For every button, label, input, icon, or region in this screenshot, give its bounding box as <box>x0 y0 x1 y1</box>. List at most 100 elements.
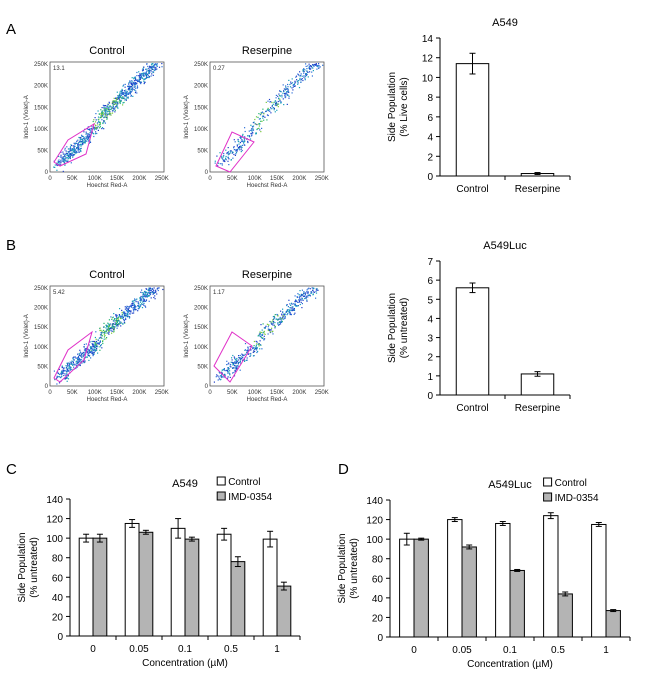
flow-dot <box>78 141 80 144</box>
flow-dot <box>66 154 68 156</box>
flow-dot <box>141 307 144 309</box>
flow-dot <box>141 72 143 75</box>
flow-dot <box>102 329 105 331</box>
flow-dot <box>282 311 284 313</box>
bar <box>557 593 573 638</box>
flow-dot <box>105 110 107 112</box>
flow-dot <box>241 141 243 143</box>
flow-dot <box>94 349 96 351</box>
flow-dot <box>290 82 292 85</box>
flow-dot <box>125 317 127 319</box>
flow-dot <box>106 118 108 120</box>
flow-dot <box>63 156 65 158</box>
bar <box>184 538 200 637</box>
flow-dot <box>258 118 260 120</box>
flow-dot <box>126 309 128 311</box>
flow-dot <box>77 359 79 361</box>
flow-dot <box>232 372 234 374</box>
flow-dot <box>136 79 138 81</box>
flow-dot <box>71 148 73 151</box>
flow-dot <box>283 313 285 315</box>
x-tick-label: 1 <box>274 644 280 655</box>
flow-dot <box>293 303 295 305</box>
bar <box>591 523 607 638</box>
flow-dot <box>122 314 124 316</box>
flow-dot <box>219 375 221 377</box>
flow-dot <box>73 154 75 156</box>
flow-dot <box>311 287 313 289</box>
flow-dot <box>106 108 108 110</box>
flow-dot <box>306 296 308 298</box>
flow-dot <box>259 348 261 350</box>
flow-dot <box>143 298 145 300</box>
flow-dot <box>97 343 99 345</box>
flow-dot <box>298 87 301 89</box>
flow-y-tick-label: 100K <box>34 345 48 351</box>
flow-dot <box>82 140 84 142</box>
flow-dot <box>94 344 96 346</box>
flow-dot <box>271 101 273 104</box>
flow-dot <box>244 360 246 362</box>
flow-dot <box>127 89 129 91</box>
flow-dot <box>123 93 125 95</box>
flow-x-tick-label: 250K <box>315 390 329 396</box>
gate-percentage: 13.1 <box>53 66 65 72</box>
y-tick-label: 2 <box>427 152 433 163</box>
flow-dot <box>272 319 274 321</box>
flow-dot <box>271 108 273 110</box>
flow-dot <box>230 361 232 363</box>
flow-dot <box>261 120 263 122</box>
bar <box>495 522 511 638</box>
flow-dot <box>153 291 155 293</box>
flow-dot <box>223 152 225 155</box>
flow-dot <box>114 318 116 320</box>
y-tick-label: 1 <box>427 372 433 383</box>
flow-dot <box>255 346 257 348</box>
flow-dot <box>322 64 324 66</box>
flow-dot <box>143 80 145 82</box>
flow-dot <box>95 125 97 127</box>
flow-x-tick-label: 0 <box>208 176 212 182</box>
flow-dot <box>105 114 107 116</box>
flow-dot <box>235 153 237 155</box>
flow-dot <box>132 307 134 309</box>
flow-dot <box>112 103 114 105</box>
flow-dot <box>240 140 242 142</box>
flow-dot <box>261 337 263 339</box>
flow-y-tick-label: 0 <box>45 170 49 176</box>
flow-x-tick-label: 150K <box>270 390 284 396</box>
flow-dot <box>68 148 70 150</box>
flow-dot <box>146 294 148 296</box>
flow-dot <box>306 289 308 291</box>
flow-dot <box>303 295 305 298</box>
flow-dot <box>124 312 126 315</box>
flow-dot <box>95 331 97 333</box>
flow-dot <box>80 145 82 147</box>
flow-dot <box>128 317 131 319</box>
flow-dot <box>236 365 238 367</box>
flow-dot <box>283 90 285 92</box>
flow-dot <box>123 319 125 321</box>
flow-dot <box>299 295 301 297</box>
flow-dot <box>108 333 110 335</box>
flow-dot <box>236 365 238 367</box>
flow-dot <box>99 123 101 125</box>
flow-dot <box>148 76 150 79</box>
flow-dot <box>82 135 84 138</box>
flow-dot <box>239 142 241 144</box>
flow-dot <box>235 359 237 362</box>
flow-dot <box>239 359 241 361</box>
flow-dot <box>307 294 309 296</box>
flow-dot <box>271 327 273 329</box>
flow-dot <box>278 323 280 325</box>
flow-dot <box>236 368 238 370</box>
flow-dot <box>88 136 90 138</box>
flow-dot <box>259 332 261 334</box>
flow-dot <box>88 359 90 361</box>
flow-dot <box>80 143 82 145</box>
flow-dot <box>263 335 265 337</box>
flow-dot <box>281 318 283 320</box>
flow-dot <box>80 359 82 361</box>
flow-dot <box>66 369 68 371</box>
flow-dot <box>59 373 61 375</box>
